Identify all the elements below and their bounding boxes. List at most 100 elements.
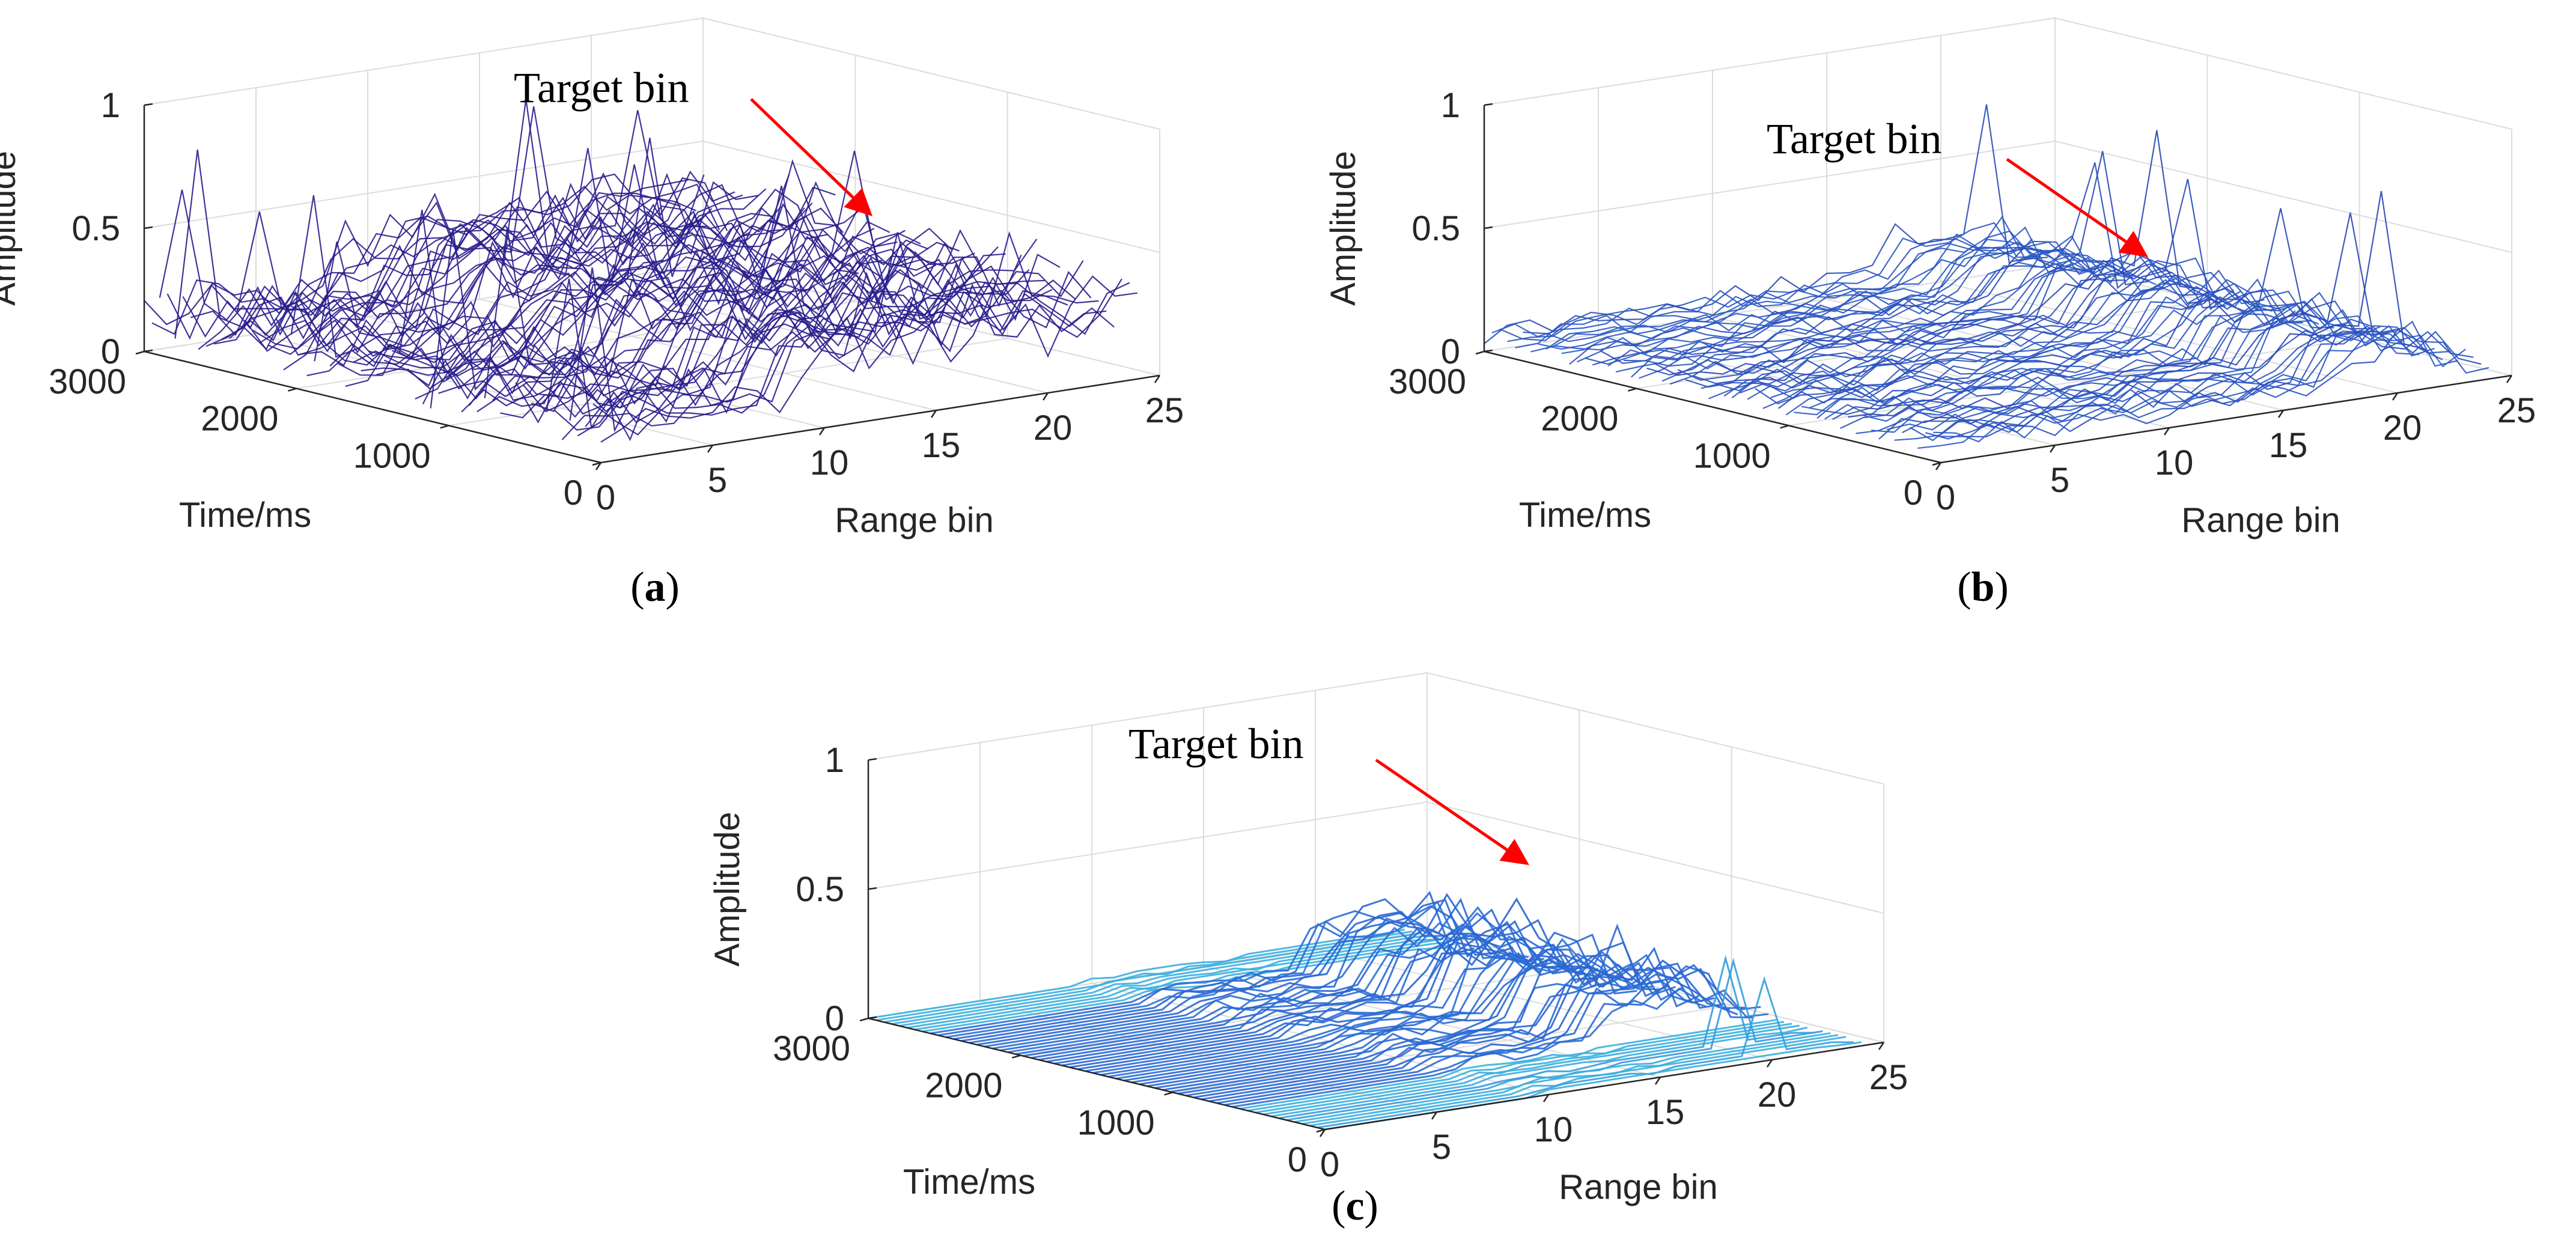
mesh-line [1302,1034,1839,1125]
x-tick-mark [595,462,602,470]
mesh-line [267,172,805,355]
y-tick-mark [592,461,601,466]
mesh-line [1755,278,2303,405]
sidewall-grid-z [1427,801,1884,914]
z-tick-label: 0.5 [72,209,120,248]
z-tick-label: 0 [825,999,844,1038]
y-tick-mark [135,350,145,355]
z-tick-mark [868,758,877,761]
mesh-line [600,275,1137,443]
mesh-line [875,930,1413,1021]
y-tick-label: 2000 [1541,400,1618,439]
x-tick-label: 0 [1936,478,1955,517]
mesh-line [1069,897,1607,1068]
mesh-line [159,185,697,327]
mesh-line [1801,302,2350,415]
mesh-line [1716,269,2265,392]
z-tick-mark [1484,103,1493,106]
backwall-grid-z [144,141,704,229]
y-axis-line [144,350,601,464]
mesh-line [531,263,1068,412]
mesh-line [190,99,728,336]
floor-grid-x [1712,316,2170,428]
mesh-line [546,260,1084,430]
mesh-line [1739,286,2288,394]
mesh-line [1015,920,1552,1056]
x-tick-label: 0 [1320,1145,1339,1184]
mesh-line [1317,976,1854,1129]
mesh-line [984,917,1521,1048]
mesh-line [891,934,1428,1025]
x-tick-label: 10 [810,443,849,482]
mesh-line [445,185,984,401]
mesh-line [922,941,1460,1033]
y-tick-mark [1627,388,1637,392]
backwall-grid-z [868,801,1428,890]
x-axis-line [600,374,1160,464]
mesh-line [569,267,1107,433]
mesh-line [1832,300,2381,421]
x-tick-mark [1319,1129,1326,1137]
mesh-line [1553,240,2103,351]
mesh-line [1038,923,1576,1061]
y-tick-mark [1164,1092,1174,1096]
floor-grid-x [1091,983,1549,1095]
mesh-line [1623,263,2172,367]
y-axis-title: Time/ms [903,1163,1035,1202]
x-tick-mark [1431,1111,1438,1120]
y-axis-line [1484,350,1941,464]
y-tick-label: 3000 [1389,362,1466,401]
mesh-line [1123,955,1660,1081]
mesh-line [592,282,1130,436]
mesh-line [976,911,1514,1046]
mesh-line [1185,962,1723,1097]
mesh-line [368,181,906,377]
target-bin-annotation: Target bin [1128,720,1304,768]
mesh-line [585,278,1122,442]
y-axis-title: Time/ms [179,496,311,535]
mesh-line [1693,257,2242,384]
z-axis-title: Amplitude [708,812,747,967]
z-tick-mark [144,349,153,353]
mesh-line [1654,130,2203,376]
mesh-surface [144,99,1137,443]
mesh-line [1515,241,2063,348]
x-tick-mark [2049,445,2056,453]
y-tick-label: 1000 [353,436,431,475]
floor-grid-y [1788,338,2360,427]
mesh-surface [1484,104,2489,449]
z-axis-title: Amplitude [0,151,23,306]
z-tick-label: 1 [1441,86,1460,125]
mesh-line [899,938,1436,1027]
x-tick-label: 20 [1034,409,1073,448]
x-tick-label: 15 [1646,1093,1685,1132]
mesh-line [915,940,1452,1031]
mesh-line [1491,222,2040,338]
mesh-line [1270,1026,1807,1117]
mesh-line [1023,920,1560,1057]
y-axis-line [868,1017,1326,1131]
y-tick-mark [287,388,297,392]
mesh-line [553,270,1092,431]
mesh-line [252,148,790,350]
target-arrow-head [2118,231,2148,257]
z-tick-label: 0.5 [796,870,844,909]
x-tick-label: 20 [2383,409,2422,448]
mesh-line [883,932,1420,1023]
x-axis-title: Range bin [2181,500,2340,539]
mesh-line [182,183,720,338]
target-bin-annotation: Target bin [1767,115,1942,163]
mesh-line [1940,329,2489,438]
x-tick-label: 15 [2269,426,2308,465]
mesh-line [1286,958,1823,1121]
x-tick-mark [2277,410,2285,418]
backwall-grid-z [144,17,704,106]
x-tick-label: 0 [596,478,615,517]
mesh-line [353,220,891,369]
mesh-line [945,900,1482,1038]
y-tick-mark [1780,425,1789,429]
mesh-line [1615,259,2164,373]
mesh-line [198,106,735,350]
